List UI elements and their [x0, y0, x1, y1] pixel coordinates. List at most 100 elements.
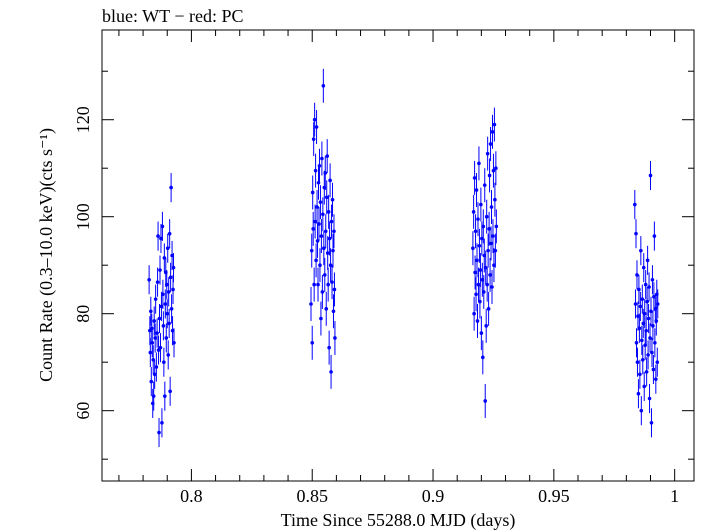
data-point [158, 345, 163, 350]
data-point [472, 311, 476, 316]
data-point [170, 328, 175, 333]
data-point [488, 273, 492, 277]
data-point [169, 185, 173, 190]
data-point [482, 183, 487, 187]
data-point [148, 350, 153, 355]
data-point [315, 205, 319, 209]
data-point [149, 309, 153, 314]
data-point [646, 316, 651, 321]
data-point [487, 173, 492, 178]
y-tick-label: 60 [73, 402, 93, 420]
data-point [633, 302, 638, 306]
data-point [491, 168, 496, 173]
data-point [649, 421, 654, 425]
data-point [161, 324, 166, 328]
data-point [494, 224, 499, 229]
data-point [330, 197, 335, 202]
data-point [494, 166, 498, 171]
data-point [149, 379, 154, 384]
data-point [492, 122, 497, 127]
data-point [166, 290, 171, 294]
data-point [313, 168, 318, 173]
x-tick-label: 1 [670, 486, 679, 506]
data-point [483, 399, 488, 403]
data-point [322, 273, 327, 277]
data-point [167, 321, 171, 326]
data-point [648, 336, 652, 340]
data-point [324, 195, 329, 200]
data-point [152, 372, 157, 377]
data-point [638, 372, 642, 377]
data-point [654, 377, 658, 381]
data-point [156, 234, 160, 238]
data-point [325, 251, 330, 255]
data-point [645, 258, 650, 263]
data-point [635, 273, 639, 277]
data-point [316, 282, 320, 287]
data-point [484, 214, 489, 219]
data-point [160, 421, 164, 425]
plot-frame [101, 29, 695, 482]
data-point [637, 326, 642, 331]
y-tick-label: 80 [73, 305, 93, 323]
x-tick-label: 0.85 [296, 486, 328, 506]
data-point [650, 350, 654, 355]
data-point [481, 290, 486, 294]
data-point [325, 154, 330, 158]
data-point [480, 277, 485, 282]
data-point [647, 285, 651, 289]
data-point [655, 302, 660, 306]
data-point [310, 340, 315, 345]
data-point [321, 83, 326, 88]
data-point [642, 311, 647, 316]
data-point [634, 340, 639, 345]
wt-series [147, 68, 660, 448]
data-point [168, 389, 172, 394]
data-point [160, 224, 165, 229]
data-point [161, 292, 165, 297]
data-point [311, 137, 316, 141]
data-point [320, 290, 325, 294]
data-point [491, 234, 495, 238]
data-point [478, 299, 482, 304]
data-point [167, 231, 172, 236]
data-point [640, 338, 644, 343]
y-tick-label: 100 [73, 203, 93, 230]
data-point [651, 324, 655, 328]
data-point [150, 340, 155, 345]
data-point [172, 340, 176, 345]
data-point [152, 319, 156, 323]
data-point [639, 248, 643, 253]
data-point [653, 340, 657, 345]
data-point [477, 244, 482, 248]
data-point [473, 270, 477, 275]
data-point [493, 197, 497, 202]
data-point [471, 246, 475, 251]
data-point [164, 336, 169, 340]
data-point [482, 253, 487, 258]
data-point [153, 336, 157, 340]
data-point [171, 287, 175, 292]
data-point [166, 353, 171, 357]
data-point [312, 117, 317, 122]
data-point [655, 360, 660, 364]
data-point [162, 256, 167, 260]
data-point [321, 212, 325, 217]
data-point [148, 328, 152, 333]
data-point [493, 248, 498, 253]
data-point [323, 229, 328, 234]
data-point [317, 222, 321, 226]
data-point [644, 328, 648, 333]
data-point [473, 229, 478, 234]
data-point [309, 248, 314, 253]
data-point [332, 287, 337, 292]
data-point [640, 297, 645, 301]
data-point [636, 391, 641, 396]
data-point [471, 210, 476, 214]
data-point [317, 163, 322, 168]
data-point [331, 248, 335, 253]
data-point [330, 280, 334, 284]
data-point [475, 319, 480, 323]
data-point [324, 307, 329, 311]
data-point [643, 282, 648, 287]
